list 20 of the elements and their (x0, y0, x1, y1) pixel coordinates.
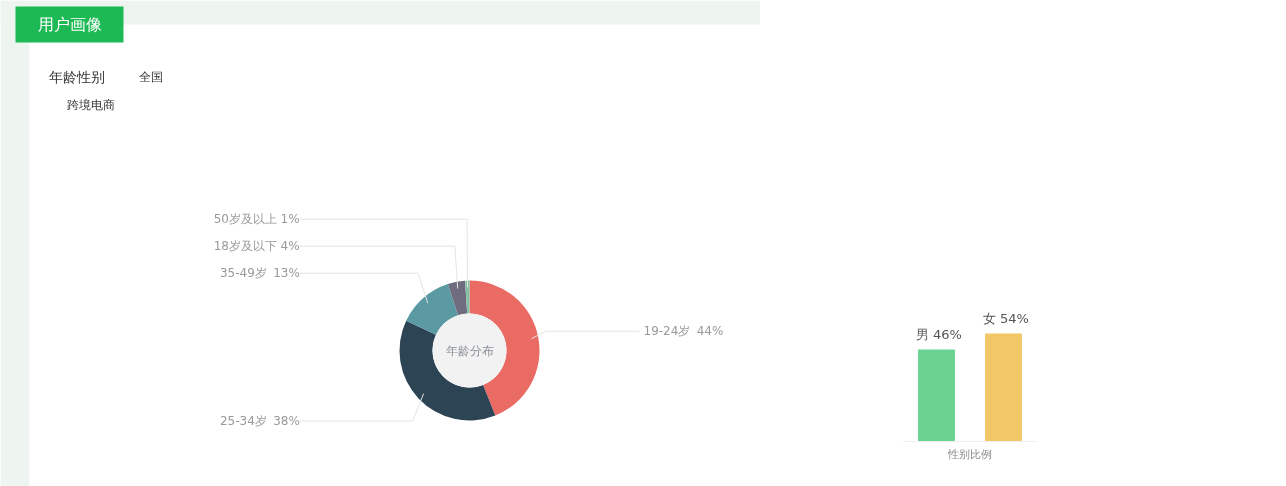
slice-label: 50岁及以上 (213, 212, 278, 227)
text: 全国 (138, 69, 163, 84)
data-label: 54% (999, 310, 1029, 326)
slice-label: 25-34岁 (219, 414, 267, 429)
slice-label: 35-49岁 (219, 266, 267, 281)
text: 年龄分布 (445, 343, 494, 358)
x-axis-title: 性别比例 (947, 447, 992, 461)
data-label: 46% (932, 326, 962, 342)
slice-label: 18岁及以下 (213, 239, 278, 254)
x-tick-label: 女 (982, 310, 996, 326)
data-label: 1% (280, 212, 300, 227)
slice-label: 19-24岁 (643, 324, 691, 339)
data-label: 38% (273, 414, 300, 429)
data-label: 44% (696, 324, 724, 339)
data-label: 13% (273, 266, 300, 281)
data-label: 4% (280, 239, 300, 254)
text: 年龄性别 (48, 68, 105, 85)
x-tick-label: 男 (915, 326, 929, 342)
text: 用户画像 (37, 15, 102, 34)
text: 跨境电商 (66, 97, 115, 112)
